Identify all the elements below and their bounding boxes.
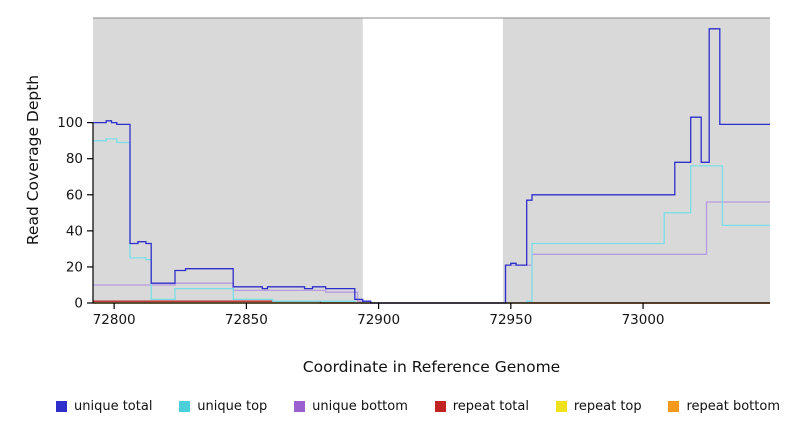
- legend: unique total unique top unique bottom repea…: [0, 399, 792, 414]
- y-tick-label: 100: [57, 115, 83, 131]
- x-tick-label: 72800: [93, 312, 136, 328]
- legend-item-repeat-bottom: repeat bottom: [668, 399, 780, 414]
- x-tick-label: 72850: [225, 312, 268, 328]
- x-tick-label: 72900: [357, 312, 400, 328]
- coverage-plot: 72800 72850 72900 72950 73000 0 20 40 60 80 100: [57, 17, 770, 328]
- series-line-unique-total: [93, 28, 770, 304]
- y-tick-label: 20: [66, 259, 83, 275]
- y-tick-label: 0: [74, 296, 83, 312]
- legend-label: unique bottom: [312, 399, 408, 414]
- legend-label: repeat total: [452, 399, 529, 414]
- series-line-unique-top: [93, 138, 770, 304]
- masked-region: [362, 18, 503, 303]
- y-tick-label: 80: [66, 151, 83, 167]
- legend-item-repeat-top: repeat top: [555, 399, 642, 414]
- legend-swatch-repeat-total: [434, 401, 446, 412]
- x-tick-label: 72950: [489, 312, 532, 328]
- legend-swatch-unique-top: [179, 401, 191, 412]
- legend-label: unique total: [74, 399, 153, 414]
- legend-swatch-repeat-top: [555, 401, 567, 412]
- y-tick-label: 40: [66, 223, 83, 239]
- legend-item-repeat-total: repeat total: [434, 399, 529, 414]
- legend-label: repeat bottom: [686, 399, 780, 414]
- x-tick-label: 73000: [622, 312, 665, 328]
- legend-label: repeat top: [573, 399, 642, 414]
- x-axis-title: Coordinate in Reference Genome: [302, 358, 561, 376]
- legend-item-unique-bottom: unique bottom: [294, 399, 408, 414]
- legend-item-unique-top: unique top: [179, 399, 267, 414]
- y-axis-title: Read Coverage Depth: [24, 74, 42, 246]
- legend-swatch-unique-total: [56, 401, 67, 412]
- y-tick-label: 60: [66, 187, 83, 203]
- legend-label: unique top: [197, 399, 268, 414]
- legend-item-unique-total: unique total: [56, 399, 152, 414]
- legend-swatch-repeat-bottom: [668, 401, 680, 412]
- legend-swatch-unique-bottom: [294, 401, 306, 412]
